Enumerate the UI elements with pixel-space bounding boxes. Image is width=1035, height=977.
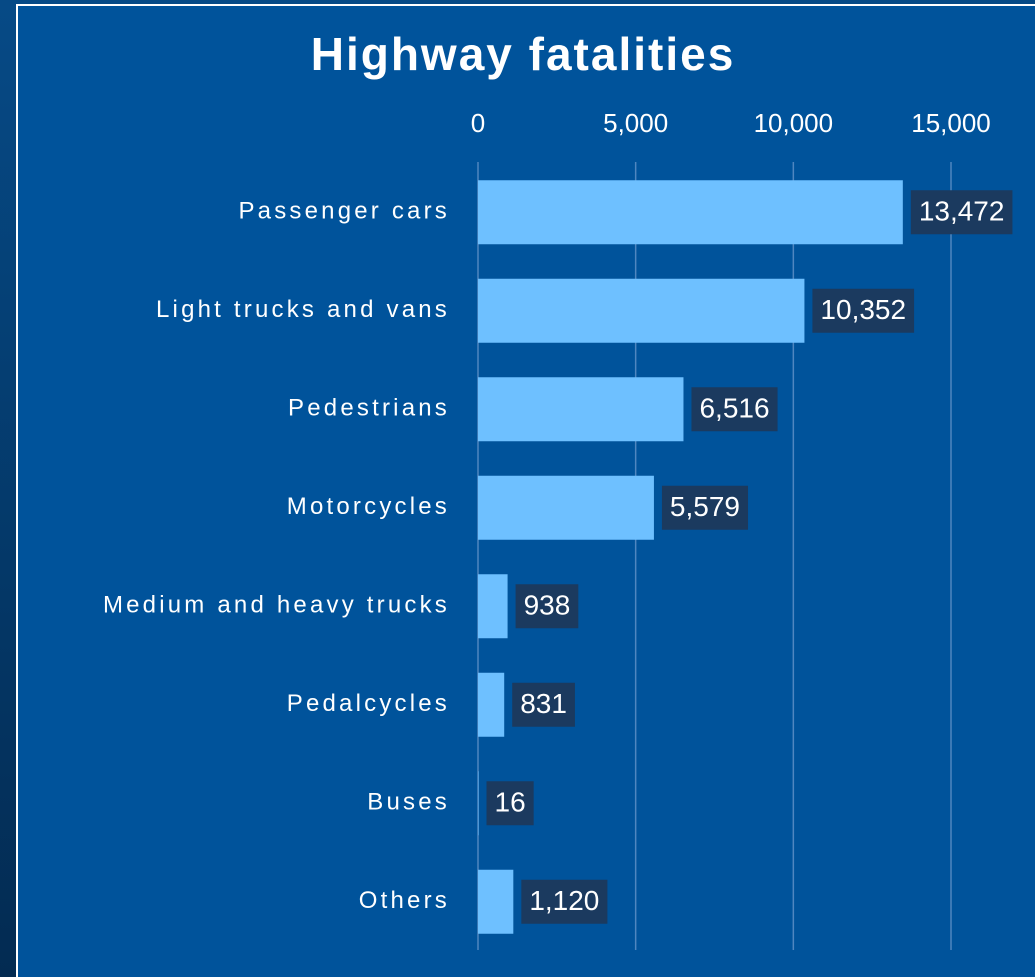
value-label-box [812,288,915,333]
value-label-box [661,485,749,530]
bar [478,574,508,639]
y-tick-label: Motorcycles [287,493,450,520]
y-tick-label: Pedalcycles [287,690,450,717]
value-label: 6,516 [699,393,769,424]
bar [478,771,479,836]
bar [478,672,505,737]
value-label-box [486,781,534,826]
bar [478,475,654,540]
bar [478,869,514,934]
value-label-box [512,682,575,727]
value-label: 831 [520,688,567,719]
x-tick-label: 5,000 [603,108,668,138]
bar [478,377,684,442]
y-tick-label: Medium and heavy trucks [103,592,450,619]
value-label-box [521,879,608,924]
y-tick-label: Passenger cars [238,198,450,225]
value-label-box [515,584,579,629]
bar [478,180,903,245]
chart-title: Highway fatalities [311,28,736,80]
value-label-box [910,190,1013,235]
value-label-box [691,387,778,432]
y-tick-label: Light trucks and vans [156,296,450,323]
bar [478,278,805,343]
y-tick-label: Others [359,887,450,914]
value-label: 10,352 [820,294,906,325]
y-tick-label: Pedestrians [288,395,450,422]
value-label: 938 [524,590,571,621]
value-label: 1,120 [529,885,599,916]
value-label: 5,579 [670,491,740,522]
x-tick-label: 10,000 [754,108,834,138]
value-label: 13,472 [919,196,1005,227]
y-tick-label: Buses [367,789,450,816]
x-tick-label: 0 [471,108,485,138]
value-label: 16 [495,787,526,818]
x-tick-label: 15,000 [911,108,991,138]
